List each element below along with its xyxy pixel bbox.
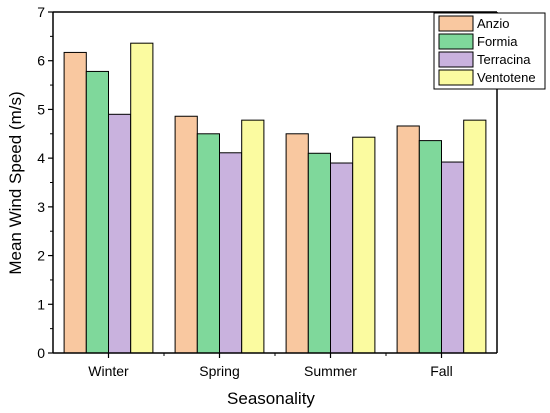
bar-anzio-spring: [174, 115, 198, 354]
legend-label-ventotene: Ventotene: [477, 70, 536, 85]
x-tick-label: Winter: [88, 363, 129, 379]
bar-formia-winter: [85, 70, 110, 354]
y-axis-label: Mean Wind Speed (m/s): [6, 91, 25, 274]
bar-formia-fall: [418, 140, 442, 354]
bar-anzio-summer: [285, 133, 309, 354]
x-axis-label: Seasonality: [227, 389, 315, 408]
bar-ventotene-fall: [463, 119, 487, 354]
legend-swatch-anzio: [438, 15, 474, 32]
bar-terracina-fall: [441, 161, 465, 354]
bar-ventotene-winter: [130, 42, 154, 354]
bar-formia-summer: [307, 152, 331, 354]
legend-swatch-ventotene: [438, 69, 474, 86]
bars-layer: [63, 42, 487, 354]
y-tick-label: 4: [37, 150, 45, 166]
bar-formia-spring: [196, 133, 221, 354]
bar-anzio-winter: [63, 51, 87, 354]
y-tick-label: 7: [37, 4, 45, 20]
legend-label-anzio: Anzio: [477, 16, 510, 31]
legend-swatch-terracina: [438, 51, 474, 68]
bar-terracina-summer: [330, 162, 354, 354]
y-tick-label: 3: [37, 199, 45, 215]
y-tick-label: 0: [37, 345, 45, 361]
bar-anzio-fall: [396, 125, 420, 354]
x-tick-label: Summer: [304, 363, 357, 379]
y-tick-label: 2: [37, 248, 45, 264]
x-tick-label: Fall: [430, 363, 453, 379]
legend-label-formia: Formia: [477, 34, 518, 49]
legend-swatch-formia: [438, 33, 474, 50]
bar-ventotene-spring: [241, 119, 265, 354]
x-tick-label: Spring: [199, 363, 239, 379]
ticks-layer: 0 1 2 3 4 5 6 7 Winter Spring Summer Fall: [37, 4, 453, 379]
y-tick-label: 6: [37, 53, 45, 69]
y-tick-label: 1: [37, 296, 45, 312]
legend-label-terracina: Terracina: [477, 52, 531, 67]
legend: Anzio Formia Terracina Ventotene: [433, 12, 546, 90]
bar-terracina-winter: [108, 113, 132, 354]
bar-terracina-spring: [219, 152, 243, 354]
y-tick-label: 5: [37, 101, 45, 117]
bar-ventotene-summer: [352, 136, 376, 354]
